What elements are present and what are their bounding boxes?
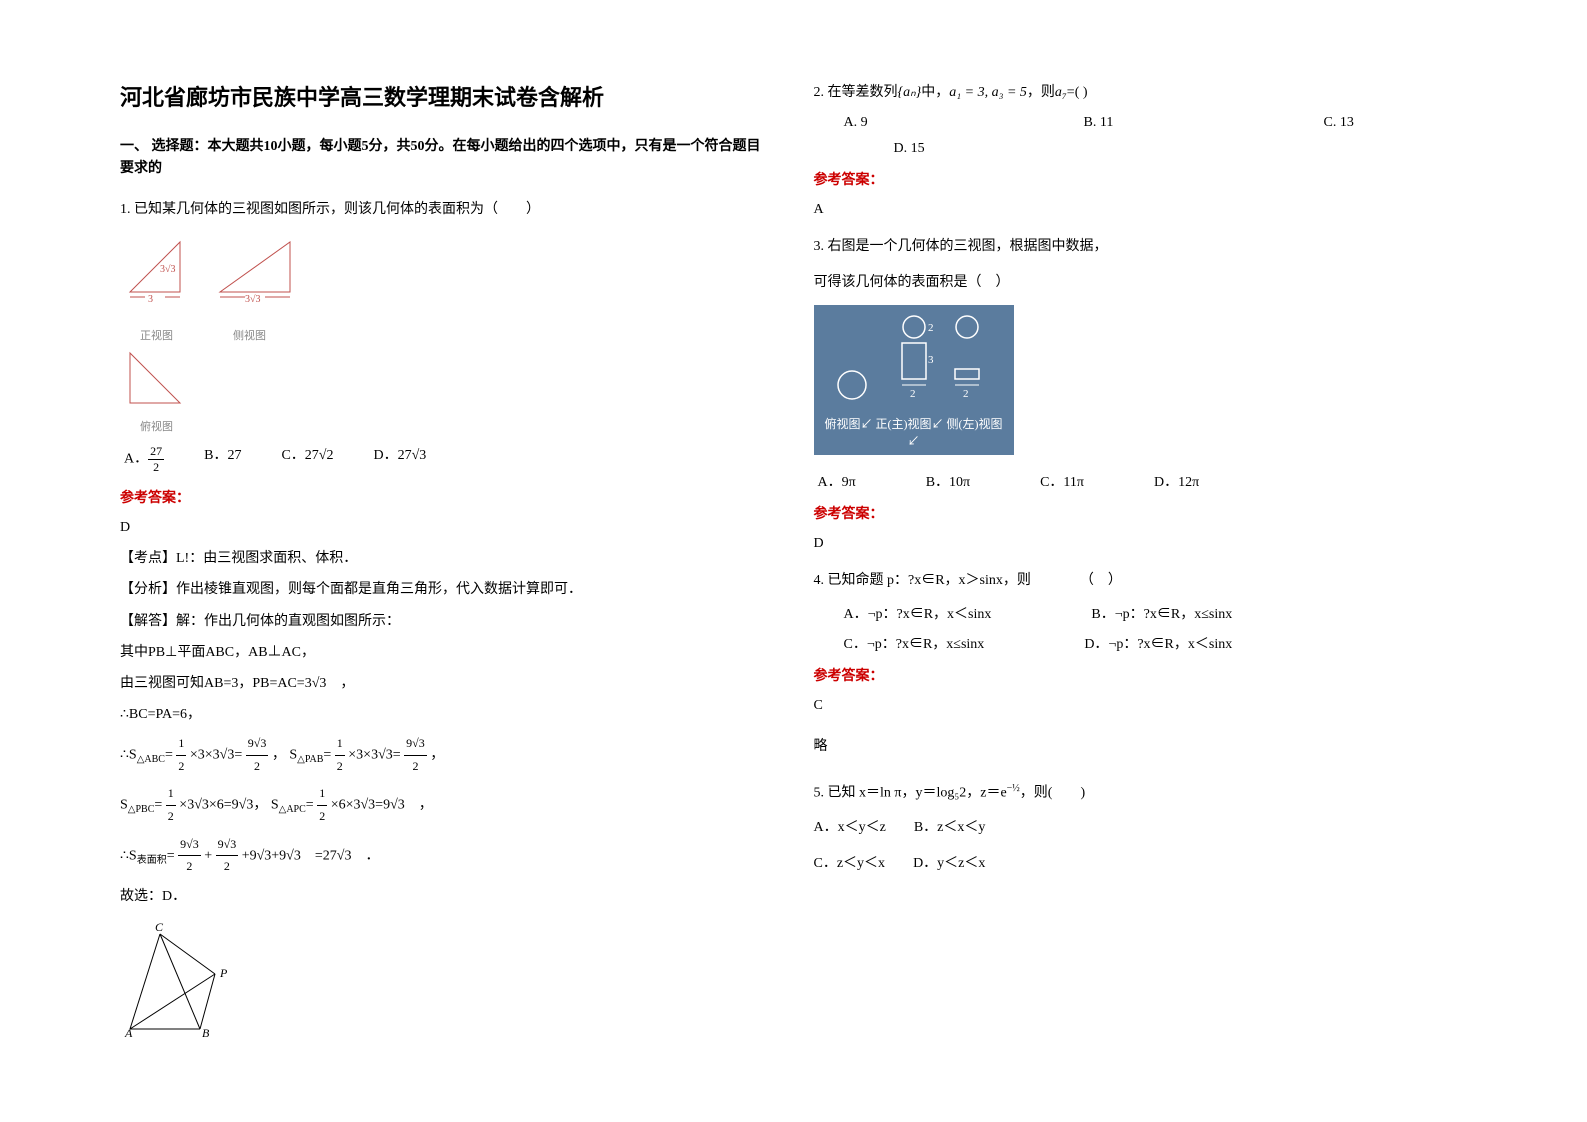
q4-optC: C．¬p：?x∈R，x≤sinx bbox=[844, 633, 985, 653]
q5-options-row2: C．z＜y＜x D．y＜z＜x bbox=[814, 851, 1468, 876]
q5-optA: A．x＜y＜z bbox=[814, 820, 886, 835]
q2-stem: 2. 在等差数列{aₙ}中，a₁ = 3, a₃ = 5，则a₇=( ) bbox=[814, 80, 1468, 105]
q3-optA: A．9π bbox=[818, 471, 856, 491]
q2-optC: C. 13 bbox=[1324, 115, 1354, 131]
q5-optD: D．y＜z＜x bbox=[913, 856, 985, 871]
q2-answer: A bbox=[814, 197, 1468, 222]
views-svg: 3√3 3 3√3 bbox=[120, 232, 340, 322]
tetrahedron-svg: A B C P bbox=[120, 919, 250, 1039]
q2-optA: A. 9 bbox=[844, 115, 1044, 131]
q4-options-row1: A．¬p：?x∈R，x＜sinx B．¬p：?x∈R，x≤sinx bbox=[814, 603, 1468, 623]
q1-options: A．272 B．27 C．27√2 D．27√3 bbox=[120, 444, 774, 475]
svg-text:3√3: 3√3 bbox=[245, 294, 261, 305]
q1-line9: ∴S表面积= 9√32 + 9√32 +9√3+9√3 =27√3 ． bbox=[120, 834, 774, 878]
q4-options-row2: C．¬p：?x∈R，x≤sinx D．¬p：?x∈R，x＜sinx bbox=[814, 633, 1468, 653]
svg-text:3: 3 bbox=[928, 354, 934, 366]
q1-line3: 【解答】解：作出几何体的直观图如图所示： bbox=[120, 609, 774, 634]
q5-optB: B．z＜x＜y bbox=[914, 820, 986, 835]
side-view-label: 侧视图 bbox=[233, 327, 266, 343]
q2-options-row1: A. 9 B. 11 C. 13 bbox=[814, 115, 1468, 131]
q4-note: 略 bbox=[814, 734, 1468, 759]
svg-text:2: 2 bbox=[928, 322, 934, 334]
q1-optA: A．272 bbox=[124, 444, 164, 475]
q1-line1: 【考点】L!：由三视图求面积、体积． bbox=[120, 546, 774, 571]
q2-optD: D. 15 bbox=[894, 141, 925, 157]
q2-options-row2: D. 15 bbox=[814, 141, 1468, 157]
q2-optB: B. 11 bbox=[1084, 115, 1284, 131]
q4-answer-label: 参考答案： bbox=[814, 665, 1468, 685]
svg-text:3: 3 bbox=[148, 294, 153, 305]
q3-views-diagram: 2 3 2 2 俯视图↙ 正(主)视图↙ 侧(左)视图↙ bbox=[814, 305, 1014, 455]
top-view-label: 俯视图 bbox=[140, 421, 173, 433]
q4-stem: 4. 已知命题 p：?x∈R，x＞sinx，则 （ ） bbox=[814, 568, 1468, 593]
q1-line7: ∴S△ABC= 12 ×3×3√3= 9√32 ， S△PAB= 12 ×3×3… bbox=[120, 733, 774, 777]
q1-solid-diagram: A B C P bbox=[120, 919, 774, 1044]
q3-answer-label: 参考答案： bbox=[814, 503, 1468, 523]
q3-svg: 2 3 2 2 bbox=[822, 315, 1006, 410]
q3-options: A．9π B．10π C．11π D．12π bbox=[814, 471, 1468, 491]
q1-answer-label: 参考答案： bbox=[120, 487, 774, 507]
q3-caption: 俯视图↙ 正(主)视图↙ 侧(左)视图↙ bbox=[822, 415, 1006, 449]
section-header: 一、 选择题：本大题共10小题，每小题5分，共50分。在每小题给出的四个选项中，… bbox=[120, 136, 774, 181]
q4-optA: A．¬p：?x∈R，x＜sinx bbox=[844, 603, 992, 623]
q3-optD: D．12π bbox=[1154, 471, 1199, 491]
svg-text:A: A bbox=[124, 1026, 133, 1039]
q2-answer-label: 参考答案： bbox=[814, 169, 1468, 189]
q1-line2: 【分析】作出棱锥直观图，则每个面都是直角三角形，代入数据计算即可． bbox=[120, 577, 774, 602]
q3-stem1: 3. 右图是一个几何体的三视图，根据图中数据， bbox=[814, 234, 1468, 259]
q4-answer: C bbox=[814, 693, 1468, 718]
q1-line4: 其中PB⊥平面ABC，AB⊥AC， bbox=[120, 640, 774, 665]
svg-text:3√3: 3√3 bbox=[160, 264, 176, 275]
q1-optD: D．27√3 bbox=[374, 444, 427, 475]
left-column: 河北省廊坊市民族中学高三数学理期末试卷含解析 一、 选择题：本大题共10小题，每… bbox=[100, 80, 794, 1082]
right-column: 2. 在等差数列{aₙ}中，a₁ = 3, a₃ = 5，则a₇=( ) A. … bbox=[794, 80, 1488, 1082]
page-title: 河北省廊坊市民族中学高三数学理期末试卷含解析 bbox=[120, 80, 774, 112]
q4-optD: D．¬p：?x∈R，x＜sinx bbox=[1084, 633, 1232, 653]
q3-optB: B．10π bbox=[926, 471, 970, 491]
q1-line5: 由三视图可知AB=3，PB=AC=3√3 ， bbox=[120, 671, 774, 696]
q1-optC: C．27√2 bbox=[281, 444, 333, 475]
svg-text:2: 2 bbox=[910, 388, 916, 400]
q5-options-row1: A．x＜y＜z B．z＜x＜y bbox=[814, 815, 1468, 840]
q3-answer: D bbox=[814, 531, 1468, 556]
q1-line6: ∴BC=PA=6， bbox=[120, 702, 774, 727]
q1-line8: S△PBC= 12 ×3√3×6=9√3， S△APC= 12 ×6×3√3=9… bbox=[120, 783, 774, 827]
q1-answer: D bbox=[120, 515, 774, 540]
front-view-label: 正视图 bbox=[140, 327, 173, 343]
svg-text:C: C bbox=[155, 920, 164, 934]
q3-stem2: 可得该几何体的表面积是（ ） bbox=[814, 270, 1468, 295]
q1-optB: B．27 bbox=[204, 444, 241, 475]
q3-optC: C．11π bbox=[1040, 471, 1084, 491]
q1-stem: 1. 已知某几何体的三视图如图所示，则该几何体的表面积为（ ） bbox=[120, 197, 774, 222]
q1-views-diagram: 3√3 3 3√3 正视图 侧视图 俯视图 bbox=[120, 232, 774, 434]
top-view-svg bbox=[120, 343, 200, 413]
q4-optB: B．¬p：?x∈R，x≤sinx bbox=[1091, 603, 1232, 623]
svg-text:P: P bbox=[219, 966, 228, 980]
q5-stem: 5. 已知 x＝ln π，y＝log₅2，z＝e−½，则( ) bbox=[814, 780, 1468, 806]
svg-text:2: 2 bbox=[963, 388, 969, 400]
svg-text:B: B bbox=[202, 1026, 210, 1039]
q1-line10: 故选：D． bbox=[120, 884, 774, 909]
q5-optC: C．z＜y＜x bbox=[814, 856, 886, 871]
